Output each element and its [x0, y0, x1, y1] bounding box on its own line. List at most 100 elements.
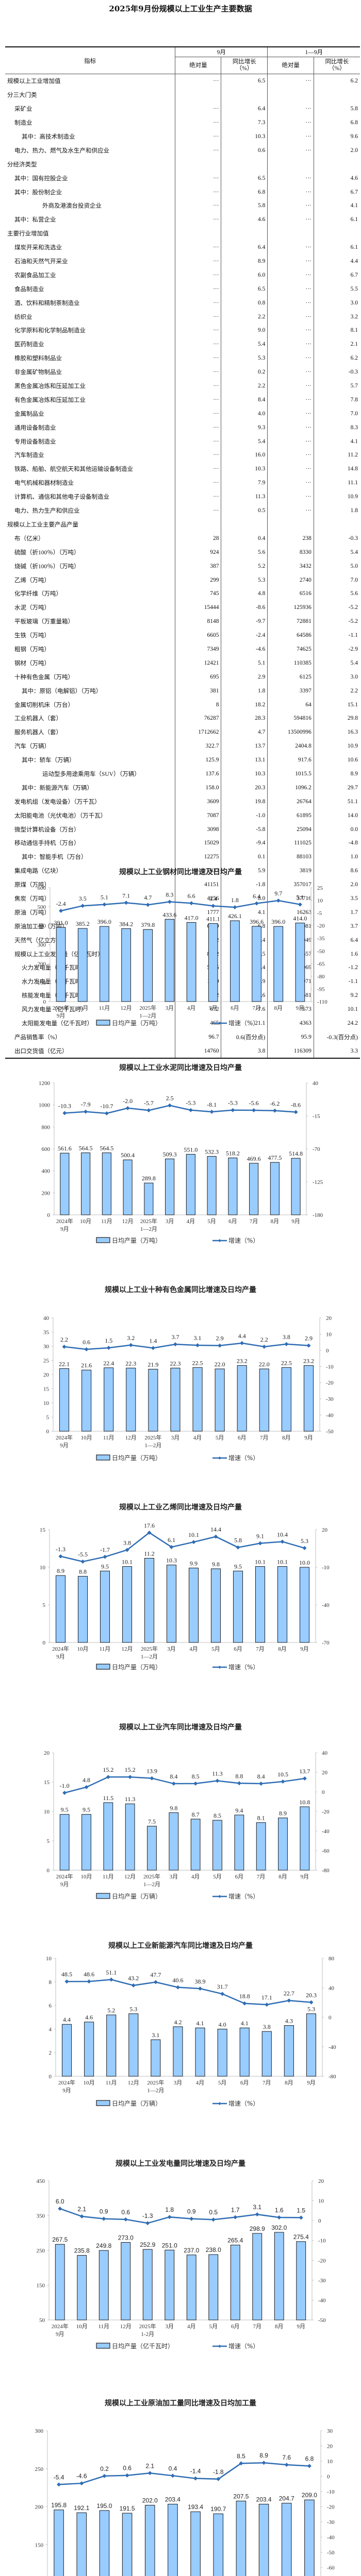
cell-month-absolute: 6605	[175, 628, 221, 642]
line-value-label: -1.4	[190, 2468, 201, 2475]
cell-month-yoy: 4.6	[221, 212, 268, 227]
line-value-label: 2.5	[166, 1095, 174, 1102]
table-row: 烧碱（折100％）（万吨） 387 5.2 3432 5.0	[5, 559, 360, 573]
diamond-marker-icon	[233, 2215, 238, 2219]
bar-value-label: 209.0	[302, 2492, 317, 2499]
left-tick-label: 10	[40, 1565, 46, 1571]
cell-ytd-absolute: ···	[267, 503, 314, 518]
bar-value-label: 23.2	[237, 1357, 248, 1364]
line-value-label: 38.9	[195, 1978, 206, 1985]
diamond-marker-icon	[198, 1986, 203, 1991]
cell-ytd-absolute: ···	[267, 448, 314, 462]
right-tick-label: -50	[327, 2550, 335, 2556]
bar-value-label: 433.6	[162, 911, 176, 918]
line-value-label: -1.3	[142, 2212, 153, 2219]
header-ytd-yoy: 同比增长 （%）	[313, 57, 360, 74]
bar-value-label: 22.0	[215, 1361, 225, 1368]
line-value-label: 1.8	[231, 896, 239, 904]
cell-row-name: 煤炭开采和洗选业	[14, 245, 62, 251]
left-tick-label: 10	[46, 1956, 52, 1962]
cell-ytd-yoy: -1.1	[313, 974, 360, 989]
x-tick-label: 4月	[187, 1005, 196, 1011]
line-value-label: 3.7	[171, 1333, 179, 1341]
x-tick-label: 9月	[300, 1646, 309, 1652]
cell-month-absolute: ···	[175, 503, 221, 518]
x-tick-label: 9月	[60, 1226, 69, 1232]
cell-month-absolute: 7087	[175, 808, 221, 823]
cell-ytd-yoy: 8.3	[313, 420, 360, 435]
bar-value-label: 252.9	[140, 2241, 155, 2248]
x-tick-label: 11月	[101, 1218, 112, 1225]
cell-row-name: 其中：股份制企业	[14, 189, 62, 196]
cell-ytd-absolute	[267, 88, 314, 102]
diamond-marker-icon	[167, 900, 172, 904]
diamond-marker-icon	[84, 1347, 89, 1351]
chart-title: 规模以上工业汽车同比增速及日均产量	[119, 1723, 242, 1732]
cell-ytd-yoy: 51.1	[313, 794, 360, 809]
bar-value-label: 426.1	[228, 912, 242, 920]
right-tick-label: -95	[317, 986, 325, 992]
cell-ytd-yoy: 5.8	[313, 101, 360, 116]
x-tick-label: 4月	[196, 2080, 205, 2086]
bar-value-label: 302.0	[271, 2224, 287, 2231]
cell-month-yoy: 4.0	[221, 406, 268, 421]
cell-ytd-absolute: ···	[267, 337, 314, 351]
cell-ytd-absolute: 72881	[267, 614, 314, 629]
line-value-label: 8.5	[192, 1773, 200, 1780]
bar-value-label: 22.3	[170, 1360, 180, 1367]
cell-row-name: 制造业	[14, 120, 32, 127]
cell-ytd-yoy: -2.9	[313, 642, 360, 656]
bar-value-label: 384.2	[119, 920, 133, 927]
x-tick-label: 8月	[278, 1646, 287, 1652]
cell-ytd-yoy: 4.6	[313, 171, 360, 185]
bar-value-label: 5.2	[107, 2007, 115, 2014]
diamond-marker-icon	[171, 1782, 176, 1786]
table-row: 汽车（万辆） 322.7 13.7 2404.8 10.9	[5, 739, 360, 753]
cell-ytd-yoy: 9.2	[313, 988, 360, 1003]
bar-value-label: 9.4	[235, 1807, 243, 1814]
cell-row-name: 硫酸（折100％）（万吨）	[14, 549, 80, 556]
x-tick-label: 10月	[77, 1005, 88, 1011]
bar	[256, 1822, 266, 1871]
bar-value-label: 477.5	[268, 1154, 282, 1161]
bar-value-label: 8.7	[192, 1811, 200, 1818]
line-value-label: 13.9	[146, 1768, 157, 1775]
table-row: 酒、饮料和精制茶制造业 ··· 0.8 ··· 3.0	[5, 296, 360, 310]
diamond-marker-icon	[153, 1980, 158, 1985]
bar-value-label: 9.5	[234, 1563, 242, 1570]
bar	[76, 2512, 87, 2576]
legend-bar-swatch-icon	[96, 2343, 110, 2349]
left-tick-label: 0	[43, 999, 46, 1005]
x-tick-label: 8月	[274, 1005, 283, 1011]
bar	[249, 1163, 259, 1215]
bar	[81, 1814, 91, 1871]
right-tick-label: -40	[329, 2044, 336, 2050]
cell-month-yoy: 5.3	[221, 573, 268, 587]
right-tick-label: 10	[318, 2198, 324, 2205]
table-row: 外商及港澳台投资企业 ··· 5.8 ··· 4.1	[5, 199, 360, 213]
left-tick-label: 25	[43, 1358, 50, 1364]
diamond-marker-icon	[242, 2001, 247, 2006]
right-tick-label: -70	[322, 1640, 330, 1646]
cell-ytd-yoy: 1.6	[313, 947, 360, 961]
cell-ytd-absolute: 74625	[267, 642, 314, 656]
left-tick-label: 600	[42, 1146, 51, 1153]
table-row: 微型计算机设备（万台） 3098 -5.8 25094 0.0	[5, 822, 360, 836]
cell-row-name: 产品销售率（%）	[14, 1034, 61, 1041]
diamond-marker-icon	[167, 2215, 172, 2219]
cell-ytd-yoy	[313, 88, 360, 102]
cell-month-absolute: 76287	[175, 711, 221, 725]
diamond-marker-icon	[128, 1775, 133, 1780]
bar	[61, 2024, 72, 2077]
line-value-label: 18.8	[239, 1993, 250, 2000]
cell-row-name: 焦炭（万吨）	[14, 895, 50, 902]
bar-value-label: 8.9	[279, 1810, 287, 1817]
chart-title: 规模以上工业新能源汽车同比增速及日均产量	[108, 1941, 253, 1950]
table-row: 非金属矿物制品业 ··· 0.2 ··· -0.3	[5, 365, 360, 379]
line-value-label: 3.2	[127, 1334, 135, 1342]
legend-line-label: 增速（%）	[228, 1454, 259, 1462]
diamond-marker-icon	[124, 901, 128, 905]
left-tick-label: 600	[38, 885, 46, 891]
bar	[291, 1158, 301, 1215]
cell-row-name: 太阳能电池（光伏电池）（万千瓦）	[14, 812, 107, 819]
